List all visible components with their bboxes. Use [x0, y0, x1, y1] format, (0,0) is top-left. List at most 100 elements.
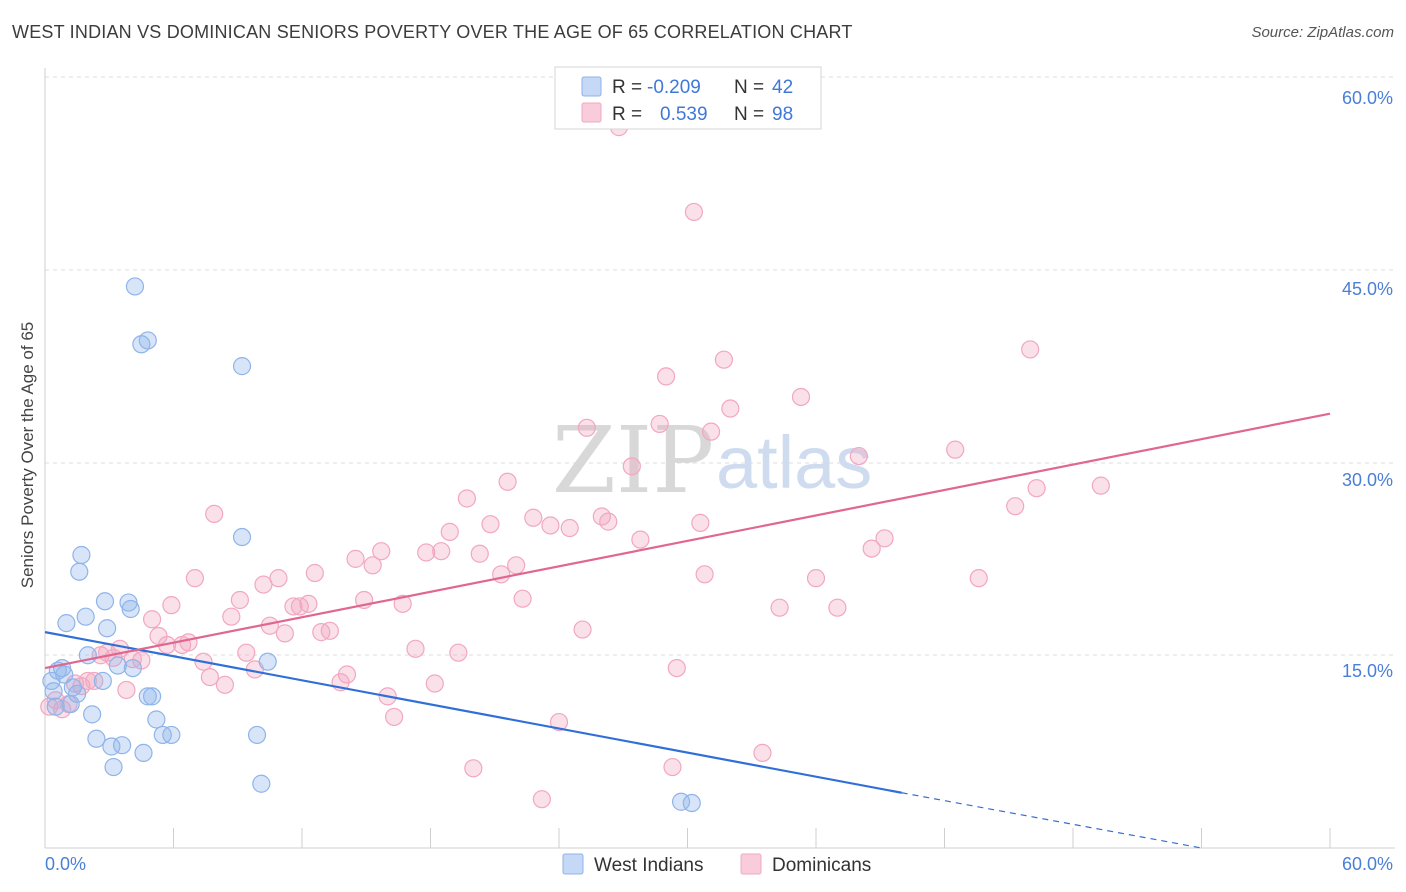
dominican-point	[1021, 340, 1040, 359]
west-indian-point	[104, 757, 123, 777]
dominican-point	[599, 512, 618, 531]
dominican-point	[684, 202, 704, 222]
dominican-point	[753, 743, 772, 763]
dominican-point	[470, 544, 489, 563]
x-ticks	[44, 828, 1331, 848]
dominican-point	[828, 598, 847, 617]
watermark-atlas: atlas	[716, 421, 872, 504]
dominican-point	[449, 643, 468, 662]
west-indian-point	[44, 682, 63, 701]
bottom-legend-swatch-west-indians	[562, 853, 584, 875]
y-tick-label-30: 30.0%	[1342, 470, 1393, 490]
west-indian-point	[70, 562, 89, 581]
west-indian-point	[121, 599, 140, 619]
dominican-point	[117, 680, 136, 700]
legend-n-label-west-indians: N =	[734, 77, 764, 98]
dominican-point	[275, 624, 294, 643]
y-tick-label-15: 15.0%	[1342, 661, 1393, 681]
legend-n-label-dominicans: N =	[734, 104, 764, 125]
dominican-point	[425, 674, 444, 693]
dominican-point	[346, 549, 365, 568]
legend-swatch-west-indians	[581, 76, 602, 97]
y-axis-label: Seniors Poverty Over the Age of 65	[18, 322, 37, 588]
west-indian-point	[108, 656, 127, 675]
dominican-point	[179, 633, 198, 652]
trend-lines	[44, 412, 1331, 849]
west-indian-point	[46, 697, 65, 716]
bottom-legend: West Indians Dominicans	[562, 853, 871, 876]
dominicans-points	[40, 118, 1110, 809]
dominican-point	[363, 556, 382, 575]
dominican-point	[946, 440, 965, 459]
west-indian-point	[147, 710, 166, 729]
chart-title: WEST INDIAN VS DOMINICAN SENIORS POVERTY…	[12, 22, 853, 42]
dominican-point	[1027, 479, 1046, 498]
dominican-point	[440, 522, 459, 541]
west-indian-point	[123, 658, 142, 678]
legend-swatch-dominicans	[581, 102, 602, 123]
dominican-point	[205, 504, 224, 524]
west-indian-point	[125, 277, 145, 296]
west-indian-point	[138, 687, 157, 706]
dominican-point	[215, 675, 234, 694]
west-indian-point	[682, 793, 701, 813]
west-indian-point	[87, 729, 106, 748]
west-indian-point	[55, 665, 74, 684]
dominican-point	[507, 556, 526, 575]
dominican-point	[284, 597, 303, 616]
dominican-point	[406, 639, 425, 658]
bottom-legend-label-dominicans: Dominicans	[772, 855, 871, 876]
dominican-point	[656, 367, 676, 386]
source-label: Source: ZipAtlas.com	[1251, 24, 1394, 41]
dominican-point	[162, 596, 181, 615]
dominican-point	[862, 539, 881, 558]
y-tick-label-60: 60.0%	[1342, 88, 1393, 108]
bottom-legend-swatch-dominicans	[740, 853, 762, 875]
west-indian-point	[258, 652, 277, 671]
dominican-point	[320, 621, 339, 640]
dominican-point	[667, 658, 686, 678]
dominican-point	[524, 508, 543, 527]
west-indian-point	[138, 331, 157, 350]
dominican-point	[417, 543, 436, 562]
dominican-point	[230, 590, 249, 610]
west-indian-point	[232, 357, 252, 376]
west-indian-point	[162, 725, 181, 745]
dominican-point	[849, 446, 868, 466]
dominican-point	[200, 667, 220, 687]
dominican-point	[806, 569, 826, 588]
dominican-point	[622, 457, 641, 476]
dominican-point	[577, 418, 596, 437]
dominican-trend-line	[44, 412, 1331, 670]
legend-r-value-west-indians: -0.209	[647, 77, 701, 98]
west-indian-point	[95, 592, 115, 611]
dominican-point	[549, 712, 569, 732]
dominican-point	[185, 569, 205, 588]
dominican-point	[721, 399, 740, 418]
dominican-point	[457, 489, 477, 508]
dominican-point	[560, 518, 579, 538]
legend-n-value-dominicans: 98	[772, 104, 793, 125]
west-indian-point	[112, 736, 132, 755]
west-indian-point	[98, 619, 117, 638]
west-indian-point	[68, 684, 87, 703]
dominican-point	[1091, 476, 1110, 495]
dominican-point	[691, 513, 710, 532]
west-indian-point	[76, 607, 95, 626]
legend-r-label-west-indians: R =	[612, 77, 642, 98]
dominican-point	[695, 565, 714, 584]
dominican-point	[305, 563, 324, 583]
bottom-legend-label-west-indians: West Indians	[594, 855, 703, 876]
dominican-point	[393, 594, 412, 613]
dominican-point	[481, 515, 500, 534]
west-indian-point	[83, 705, 102, 724]
dominican-point	[770, 598, 789, 617]
dominican-point	[532, 790, 551, 809]
dominican-point	[237, 643, 256, 662]
dominican-point	[791, 387, 811, 407]
dominican-point	[337, 665, 357, 684]
legend-r-value-dominicans: 0.539	[660, 104, 708, 125]
dominican-point	[222, 607, 241, 626]
dominican-point	[498, 472, 517, 491]
dominican-point	[875, 529, 894, 548]
